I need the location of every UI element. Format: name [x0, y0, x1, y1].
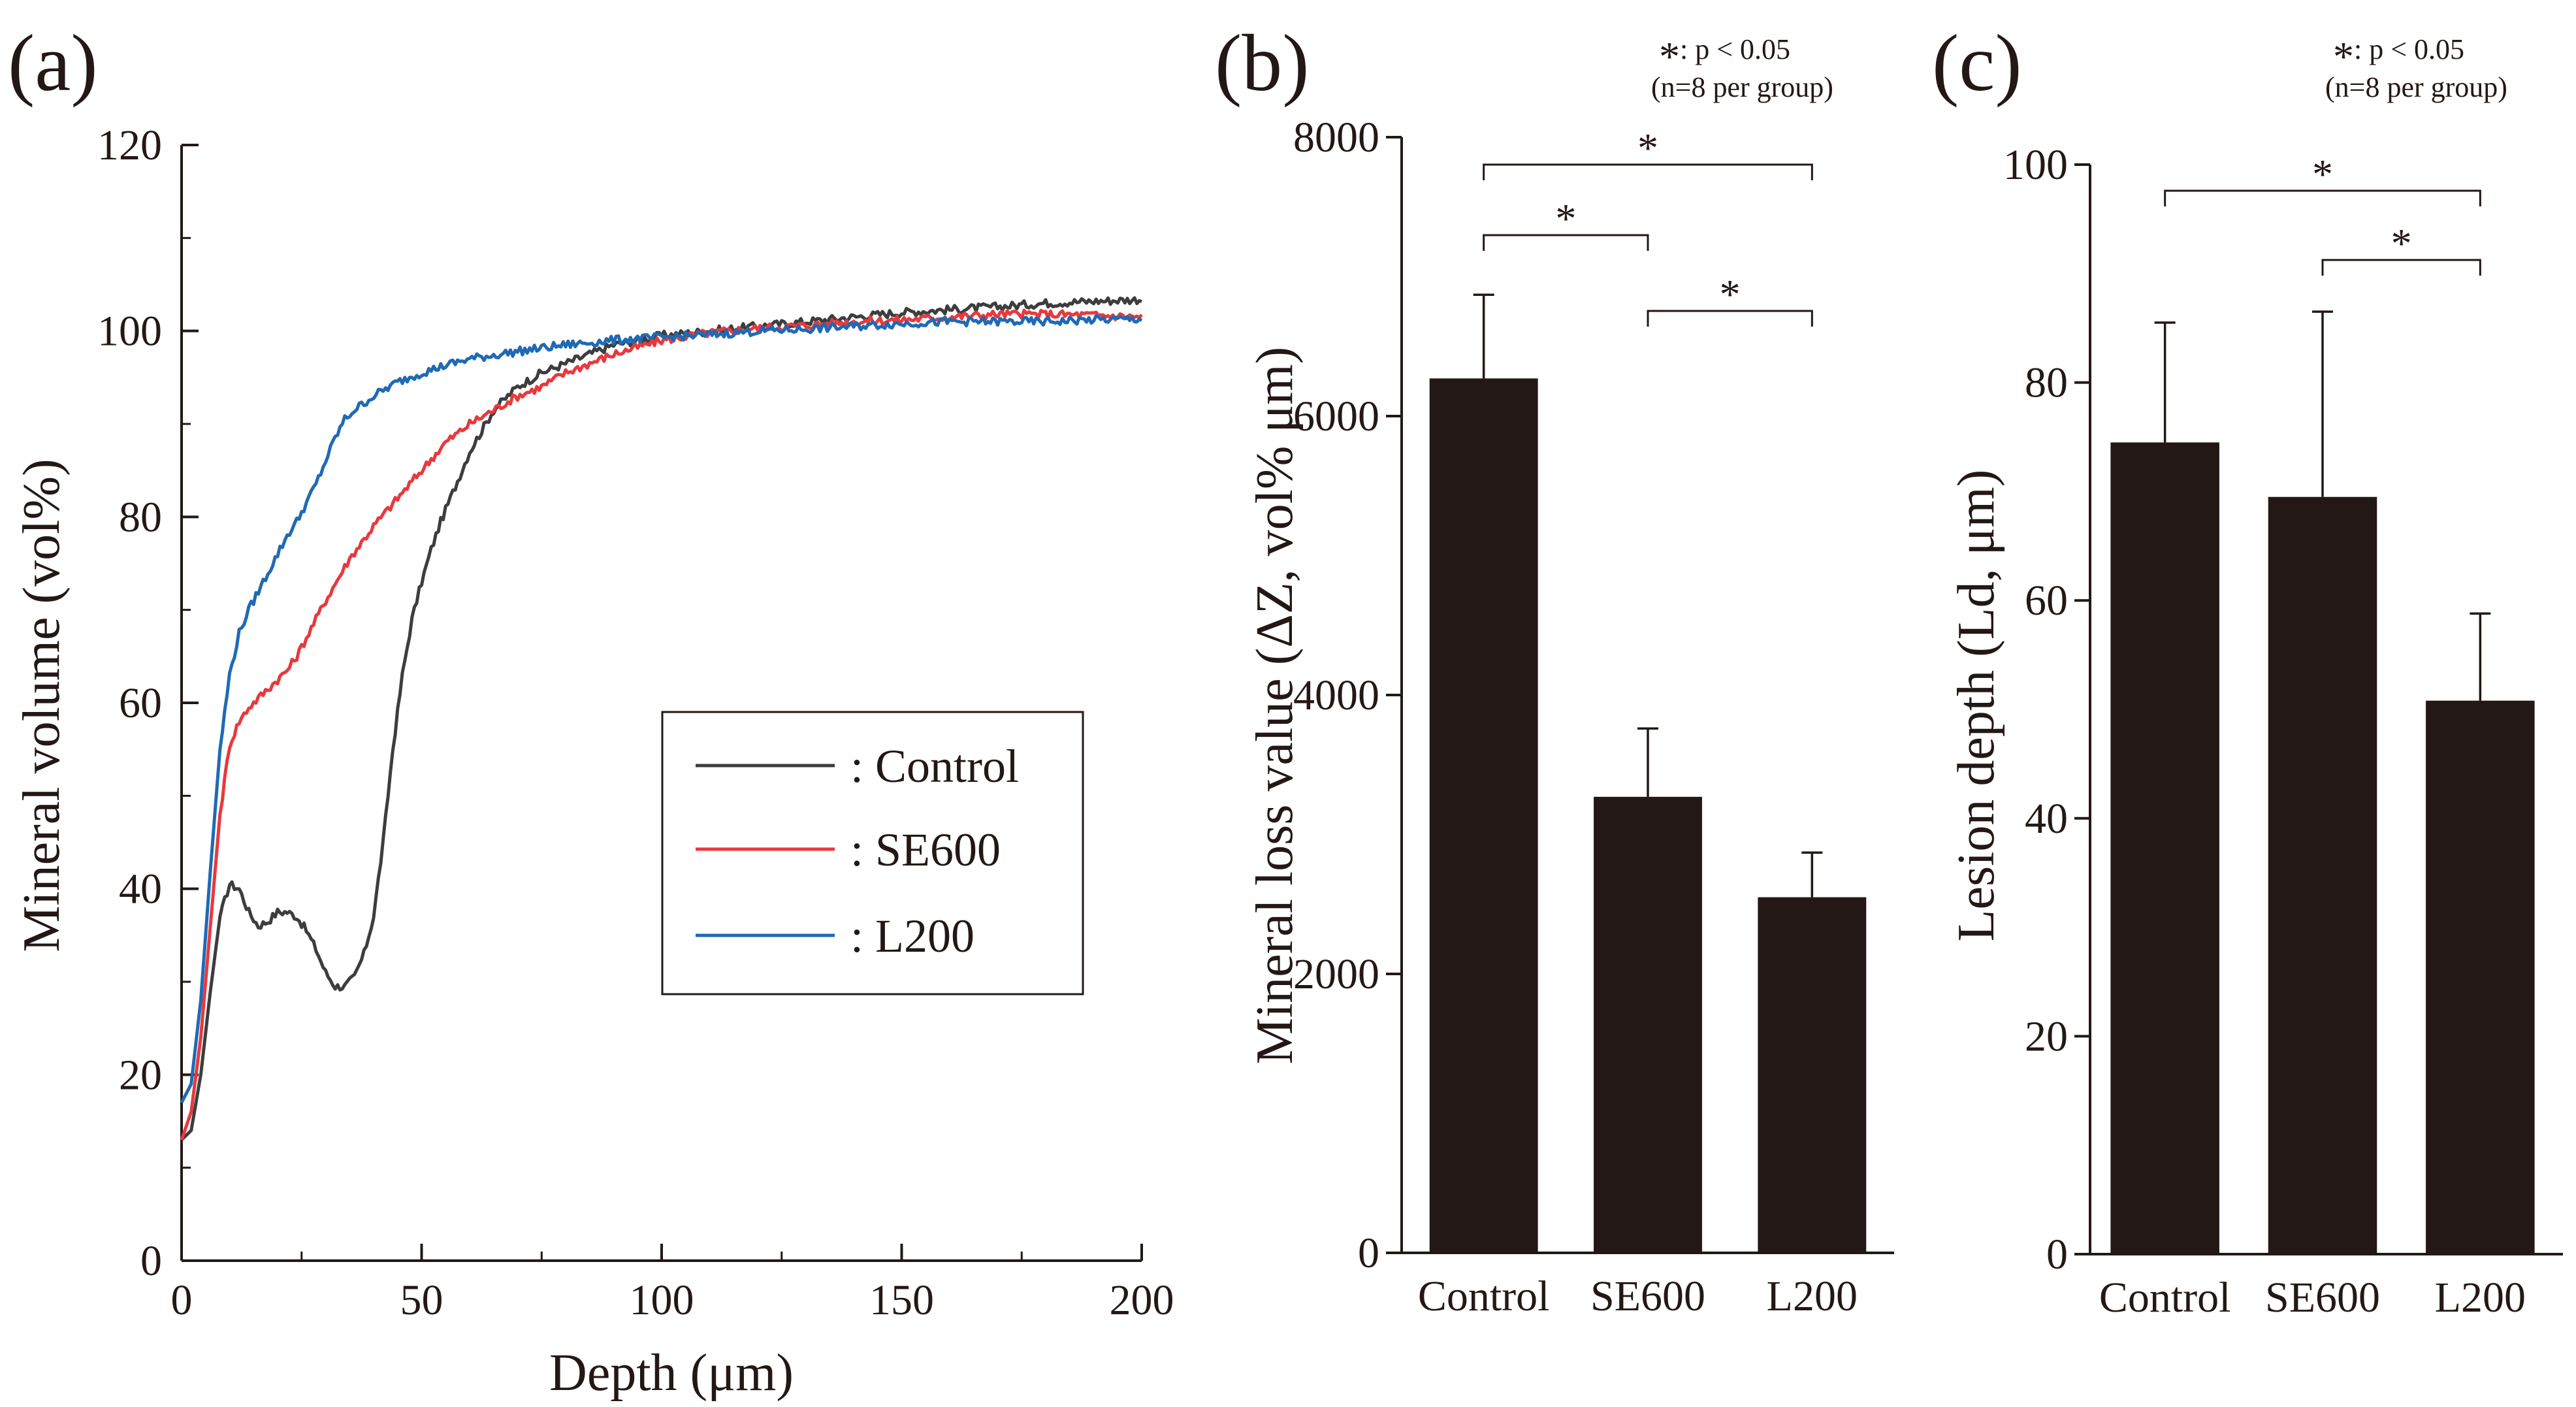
- x-tick-label: 50: [400, 1276, 443, 1324]
- bar-control: [2110, 442, 2219, 1254]
- y-tick-label: 100: [2003, 141, 2068, 189]
- significance-star: *: [2391, 220, 2412, 267]
- x-category-label: Control: [1418, 1272, 1550, 1320]
- y-tick-label: 0: [140, 1237, 162, 1285]
- chart-a-legend: : Control : SE600 : L200: [661, 711, 1084, 995]
- bar-control: [1429, 378, 1538, 1253]
- significance-star: *: [2312, 151, 2333, 197]
- x-tick-label: 0: [171, 1276, 193, 1324]
- significance-star: *: [1637, 125, 1658, 171]
- y-tick-label: 0: [2046, 1231, 2068, 1278]
- y-tick-label: 2000: [1293, 950, 1379, 998]
- y-tick-label: 20: [2025, 1012, 2068, 1060]
- chart-c-significance-note: * : p < 0.05 (n=8 per group): [2325, 33, 2507, 103]
- x-category-label: SE600: [2265, 1274, 2380, 1321]
- y-tick-label: 0: [1358, 1229, 1379, 1277]
- y-tick-label: 100: [97, 308, 162, 355]
- note-star: *: [2333, 33, 2354, 80]
- y-tick-label: 120: [97, 121, 162, 169]
- panel-label-b: (b): [1215, 18, 1310, 108]
- chart-a-y-label: Mineral volume (vol%): [13, 459, 71, 952]
- significance-bracket: [1483, 163, 1813, 180]
- note-sample-size: (n=8 per group): [2325, 71, 2507, 103]
- y-tick-label: 80: [2025, 359, 2068, 407]
- x-category-label: L200: [2435, 1274, 2526, 1321]
- y-tick-label: 60: [2025, 577, 2068, 624]
- y-tick-label: 60: [119, 679, 162, 727]
- chart-b-significance-note: * : p < 0.05 (n=8 per group): [1651, 33, 1833, 103]
- x-category-label: L200: [1767, 1272, 1858, 1320]
- significance-bracket: [1483, 234, 1649, 251]
- bar-l200: [1758, 897, 1867, 1253]
- bar-se600: [2268, 496, 2377, 1254]
- chart-c-lesion-depth: 0 20 40 60 80 100 Control SE600 L200 * * Lesion …: [1948, 33, 2563, 1321]
- x-tick-label: 200: [1110, 1276, 1174, 1324]
- note-star: *: [1659, 33, 1680, 80]
- legend-label-se600: : SE600: [850, 824, 1001, 876]
- y-tick-label: 6000: [1293, 393, 1379, 440]
- chart-a-x-label: Depth (μm): [549, 1344, 794, 1402]
- panel-label-a: (a): [8, 18, 98, 108]
- y-tick-label: 20: [119, 1051, 162, 1099]
- legend-box: [661, 711, 1084, 995]
- panel-label-c: (c): [1932, 18, 2022, 108]
- significance-bracket: [2164, 189, 2481, 206]
- note-p-value: : p < 0.05: [1680, 33, 1790, 65]
- x-tick-label: 150: [869, 1276, 934, 1324]
- note-sample-size: (n=8 per group): [1651, 71, 1833, 103]
- chart-c-y-label: Lesion depth (Ld, μm): [1948, 470, 2005, 942]
- x-tick-label: 100: [630, 1276, 694, 1324]
- significance-star: *: [1555, 195, 1576, 242]
- y-tick-label: 40: [2025, 795, 2068, 843]
- legend-label-l200: : L200: [850, 910, 974, 962]
- chart-b-y-label: Mineral loss value (ΔZ, vol% μm): [1246, 347, 1304, 1065]
- y-tick-label: 8000: [1293, 114, 1379, 161]
- x-category-label: Control: [2099, 1274, 2231, 1321]
- y-tick-label: 4000: [1293, 671, 1379, 719]
- bar-se600: [1594, 796, 1702, 1253]
- y-tick-label: 40: [119, 865, 162, 913]
- series-line-se600: [180, 308, 1143, 1140]
- note-p-value: : p < 0.05: [2354, 33, 2464, 65]
- significance-star: *: [1720, 271, 1741, 317]
- significance-bracket: [1647, 310, 1813, 327]
- legend-label-control: : Control: [850, 740, 1019, 792]
- bar-l200: [2426, 700, 2535, 1254]
- significance-bracket: [2321, 259, 2481, 276]
- y-tick-label: 80: [119, 493, 162, 541]
- series-line-l200: [180, 314, 1143, 1104]
- x-category-label: SE600: [1590, 1272, 1705, 1320]
